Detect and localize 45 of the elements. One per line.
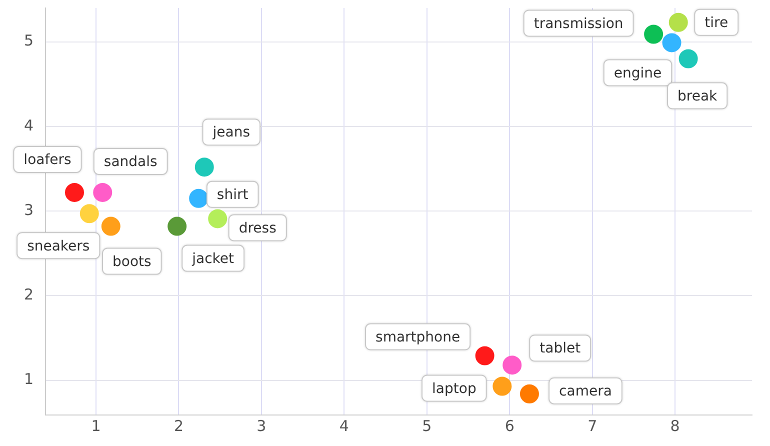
series-label: loafers (24, 152, 72, 168)
series-label: smartphone (376, 329, 460, 346)
point (93, 182, 112, 202)
point (168, 216, 187, 236)
x-tick-label: 4 (339, 416, 349, 435)
y-tick-label: 3 (24, 200, 34, 219)
x-tick-label: 6 (504, 416, 514, 435)
x-tick-label: 1 (91, 416, 101, 435)
point (668, 12, 688, 32)
series-label: boots (112, 254, 152, 270)
series-label: engine (614, 65, 662, 82)
point (520, 384, 539, 404)
series-label: shirt (216, 187, 249, 204)
point (475, 346, 494, 366)
point (502, 356, 522, 375)
series-label: sneakers (27, 238, 90, 254)
point (80, 204, 99, 224)
series-label: sandals (104, 154, 158, 170)
series-label: tire (704, 15, 728, 32)
y-tick-label: 5 (24, 32, 34, 50)
series-label: break (677, 88, 718, 104)
point (678, 49, 698, 68)
point (662, 33, 682, 52)
x-tick-label: 3 (256, 416, 266, 435)
series-label: camera (559, 383, 612, 400)
x-tick-label: 5 (422, 416, 432, 435)
y-tick-label: 1 (24, 370, 34, 388)
point (64, 182, 84, 202)
series-label: dress (238, 220, 276, 236)
series-label: laptop (432, 380, 476, 397)
point (101, 216, 120, 236)
series-label: tablet (540, 340, 582, 357)
series-label: jacket (191, 250, 235, 267)
point (644, 24, 664, 44)
series-label: jeans (212, 124, 250, 141)
y-tick-label: 4 (24, 116, 34, 134)
point (208, 209, 228, 228)
x-tick-label: 7 (588, 416, 598, 435)
y-tick-label: 2 (24, 286, 34, 304)
series-label: transmission (534, 16, 624, 32)
x-tick-label: 8 (670, 416, 680, 435)
point (189, 188, 208, 208)
x-tick-label: 2 (174, 416, 184, 435)
point (492, 376, 512, 396)
point (194, 158, 214, 177)
